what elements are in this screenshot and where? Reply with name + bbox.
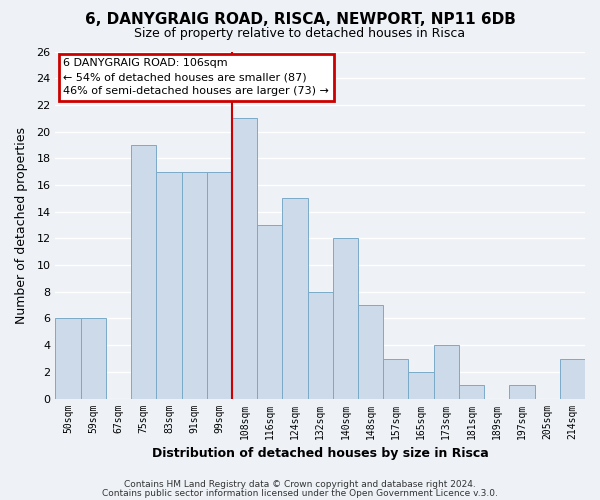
Bar	[358, 305, 383, 398]
Bar	[131, 145, 157, 399]
X-axis label: Distribution of detached houses by size in Risca: Distribution of detached houses by size …	[152, 447, 488, 460]
Y-axis label: Number of detached properties: Number of detached properties	[15, 126, 28, 324]
Bar	[459, 385, 484, 398]
Bar	[207, 172, 232, 398]
Bar	[80, 318, 106, 398]
Text: Size of property relative to detached houses in Risca: Size of property relative to detached ho…	[134, 28, 466, 40]
Text: Contains HM Land Registry data © Crown copyright and database right 2024.: Contains HM Land Registry data © Crown c…	[124, 480, 476, 489]
Bar	[157, 172, 182, 398]
Bar	[409, 372, 434, 398]
Bar	[560, 358, 585, 399]
Bar	[283, 198, 308, 398]
Bar	[383, 358, 409, 399]
Bar	[509, 385, 535, 398]
Bar	[308, 292, 333, 399]
Bar	[257, 225, 283, 398]
Bar	[434, 345, 459, 399]
Text: 6 DANYGRAIG ROAD: 106sqm
← 54% of detached houses are smaller (87)
46% of semi-d: 6 DANYGRAIG ROAD: 106sqm ← 54% of detach…	[64, 58, 329, 96]
Text: Contains public sector information licensed under the Open Government Licence v.: Contains public sector information licen…	[102, 488, 498, 498]
Bar	[55, 318, 80, 398]
Bar	[232, 118, 257, 398]
Bar	[182, 172, 207, 398]
Text: 6, DANYGRAIG ROAD, RISCA, NEWPORT, NP11 6DB: 6, DANYGRAIG ROAD, RISCA, NEWPORT, NP11 …	[85, 12, 515, 28]
Bar	[333, 238, 358, 398]
